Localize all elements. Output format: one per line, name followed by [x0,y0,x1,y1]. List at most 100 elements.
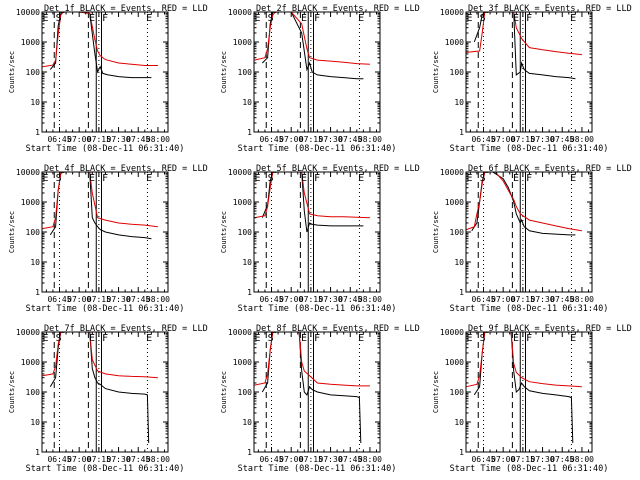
panel-title: Det_5f BLACK = Events, RED = LLD [256,164,420,174]
x-tick-label: 07:15 [299,455,323,464]
y-tick-label: 10000 [16,168,40,177]
panel-title: Det_7f BLACK = Events, RED = LLD [44,324,208,334]
series-lld-line [466,12,582,56]
series-events-line [471,172,576,236]
x-tick-label: 06:45 [259,295,283,304]
marker-letter: E [254,173,260,184]
series-lld-line [254,332,370,387]
x-tick-label: 07:15 [87,295,111,304]
series-events-line [261,172,364,233]
marker-letter: F [314,13,320,24]
x-tick-label: 07:30 [107,135,131,144]
x-tick-label: 07:00 [491,295,515,304]
marker-letter: E [89,173,95,184]
panel-8: 1 10 100 1000 10000 06:4507:0007:1507:3007:45… [220,324,420,474]
y-tick-label: 100 [238,388,253,397]
x-tick-label: 07:30 [531,135,555,144]
marker-letter: E [513,13,519,24]
panel-5: 1 10 100 1000 10000 06:4507:0007:1507:3007:45… [220,164,420,314]
marker-letter: E [146,13,152,24]
panel-9: 1 10 100 1000 10000 06:4507:0007:1507:3007:45… [432,324,632,474]
y-tick-label: 10 [454,98,464,107]
x-tick-label: 07:45 [126,135,150,144]
marker-letter: S [480,13,486,24]
x-tick-label: 08:00 [146,455,170,464]
series-lld-line [254,172,370,219]
series-events-line [261,332,362,444]
y-axis-label: Counts/sec [8,371,16,413]
x-tick-label: 07:45 [338,455,362,464]
y-tick-label: 1 [35,128,40,137]
panel-3: 1 10 100 1000 10000 06:4507:0007:1507:3007:45… [432,4,632,154]
panel-title: Det_8f BLACK = Events, RED = LLD [256,324,420,334]
y-tick-label: 10 [30,98,40,107]
panel-title: Det_1f BLACK = Events, RED = LLD [44,4,208,14]
series-lld-line [466,332,582,388]
x-tick-label: 08:00 [570,135,594,144]
panel-title: Det_9f BLACK = Events, RED = LLD [468,324,632,334]
x-tick-label: 07:15 [299,135,323,144]
marker-letter: E [146,333,152,344]
series-lld-line [254,12,370,65]
x-axis-label: Start Time (08-Dec-11 06:31:40) [26,464,185,474]
x-tick-label: 08:00 [570,455,594,464]
x-tick-label: 07:45 [550,455,574,464]
y-tick-label: 1000 [233,198,252,207]
y-tick-label: 10 [242,258,252,267]
x-tick-label: 07:15 [511,455,535,464]
panel-7: 1 10 100 1000 10000 06:4507:0007:1507:3007:45… [8,324,208,474]
y-tick-label: 1000 [21,38,40,47]
marker-letter: S [480,173,486,184]
x-tick-label: 07:30 [319,135,343,144]
x-tick-label: 06:45 [47,455,71,464]
x-tick-label: 07:30 [107,455,131,464]
y-tick-label: 100 [238,68,253,77]
marker-letter: S [56,173,62,184]
y-tick-label: 10000 [16,8,40,17]
y-tick-label: 1 [459,288,464,297]
series-events-line [49,172,152,240]
y-tick-label: 100 [238,228,253,237]
series-events-line [473,332,574,444]
x-tick-label: 07:00 [279,455,303,464]
y-tick-label: 1 [247,288,252,297]
x-tick-label: 07:15 [87,455,111,464]
y-tick-label: 1 [459,128,464,137]
panel-2: 1 10 100 1000 10000 06:4507:0007:1507:3007:45… [220,4,420,154]
y-tick-label: 10 [454,418,464,427]
marker-letter: E [358,333,364,344]
x-tick-label: 07:00 [67,295,91,304]
series-events-line [49,332,150,444]
marker-letter: F [102,173,108,184]
marker-letter: E [466,13,472,24]
x-tick-label: 08:00 [570,295,594,304]
y-tick-label: 10000 [440,8,464,17]
marker-letter: S [56,13,62,24]
x-tick-label: 06:45 [471,135,495,144]
plot-frame [253,11,381,133]
y-axis-label: Counts/sec [432,211,440,253]
y-axis-label: Counts/sec [432,371,440,413]
x-tick-label: 07:30 [531,295,555,304]
marker-letter: S [268,173,274,184]
marker-letter: E [570,333,576,344]
plot-frame [465,331,593,453]
y-tick-label: 10000 [228,8,252,17]
x-tick-label: 07:00 [279,295,303,304]
x-tick-label: 07:45 [338,135,362,144]
y-tick-label: 1000 [445,198,464,207]
x-tick-label: 06:45 [471,455,495,464]
y-tick-label: 10 [242,418,252,427]
marker-letter: E [42,173,48,184]
x-tick-label: 06:45 [259,455,283,464]
marker-letter: S [56,333,62,344]
panel-title: Det_6f BLACK = Events, RED = LLD [468,164,632,174]
marker-letter: E [466,173,472,184]
y-tick-label: 10000 [16,328,40,337]
marker-letter: E [570,173,576,184]
y-tick-label: 10 [242,98,252,107]
x-tick-label: 07:45 [550,295,574,304]
x-tick-label: 07:45 [550,135,574,144]
marker-letter: F [102,333,108,344]
